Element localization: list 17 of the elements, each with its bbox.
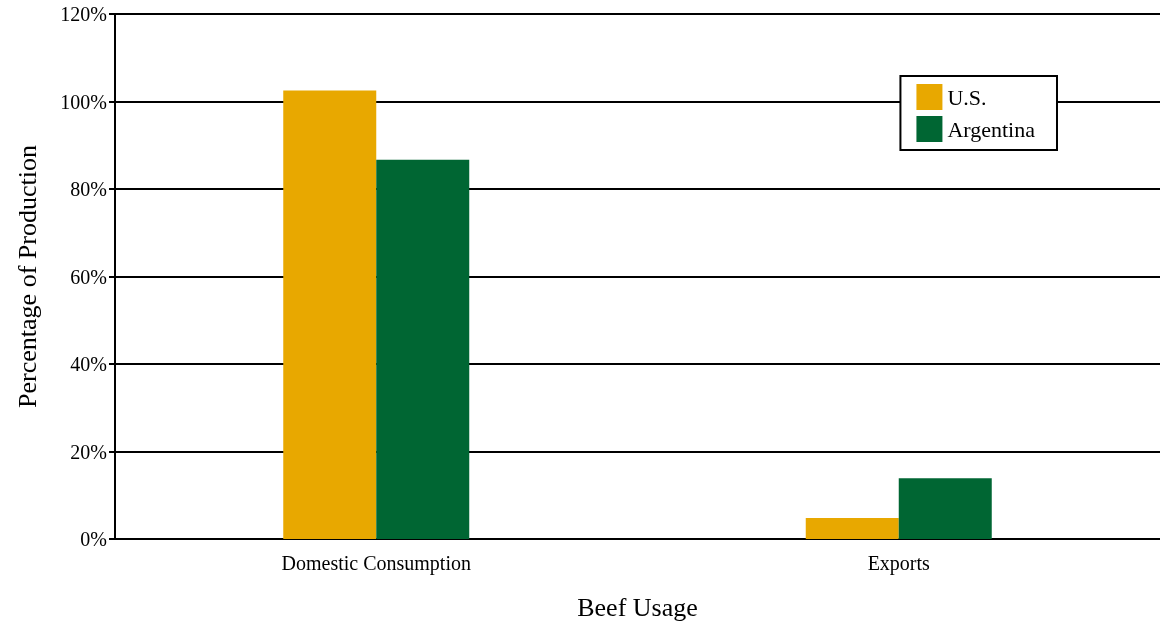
bar <box>898 478 992 539</box>
y-tick-label: 80% <box>70 178 107 200</box>
bar <box>283 90 377 539</box>
y-axis-title: Percentage of Production <box>12 145 42 408</box>
y-tick-label: 40% <box>70 353 107 375</box>
y-tick-label: 20% <box>70 440 107 463</box>
legend-label: Argentina <box>947 116 1036 142</box>
bar <box>805 518 899 539</box>
x-tick-label: Domestic Consumption <box>281 552 471 575</box>
y-tick-label: 100% <box>60 90 107 113</box>
y-tick-label: 60% <box>70 265 107 288</box>
y-tick-label: 120% <box>60 3 107 25</box>
y-tick-label: 0% <box>80 528 107 550</box>
x-axis-title: Beef Usage <box>577 592 698 622</box>
x-tick-label: Exports <box>867 552 931 575</box>
legend-label: U.S. <box>947 84 987 110</box>
bar <box>376 159 470 539</box>
